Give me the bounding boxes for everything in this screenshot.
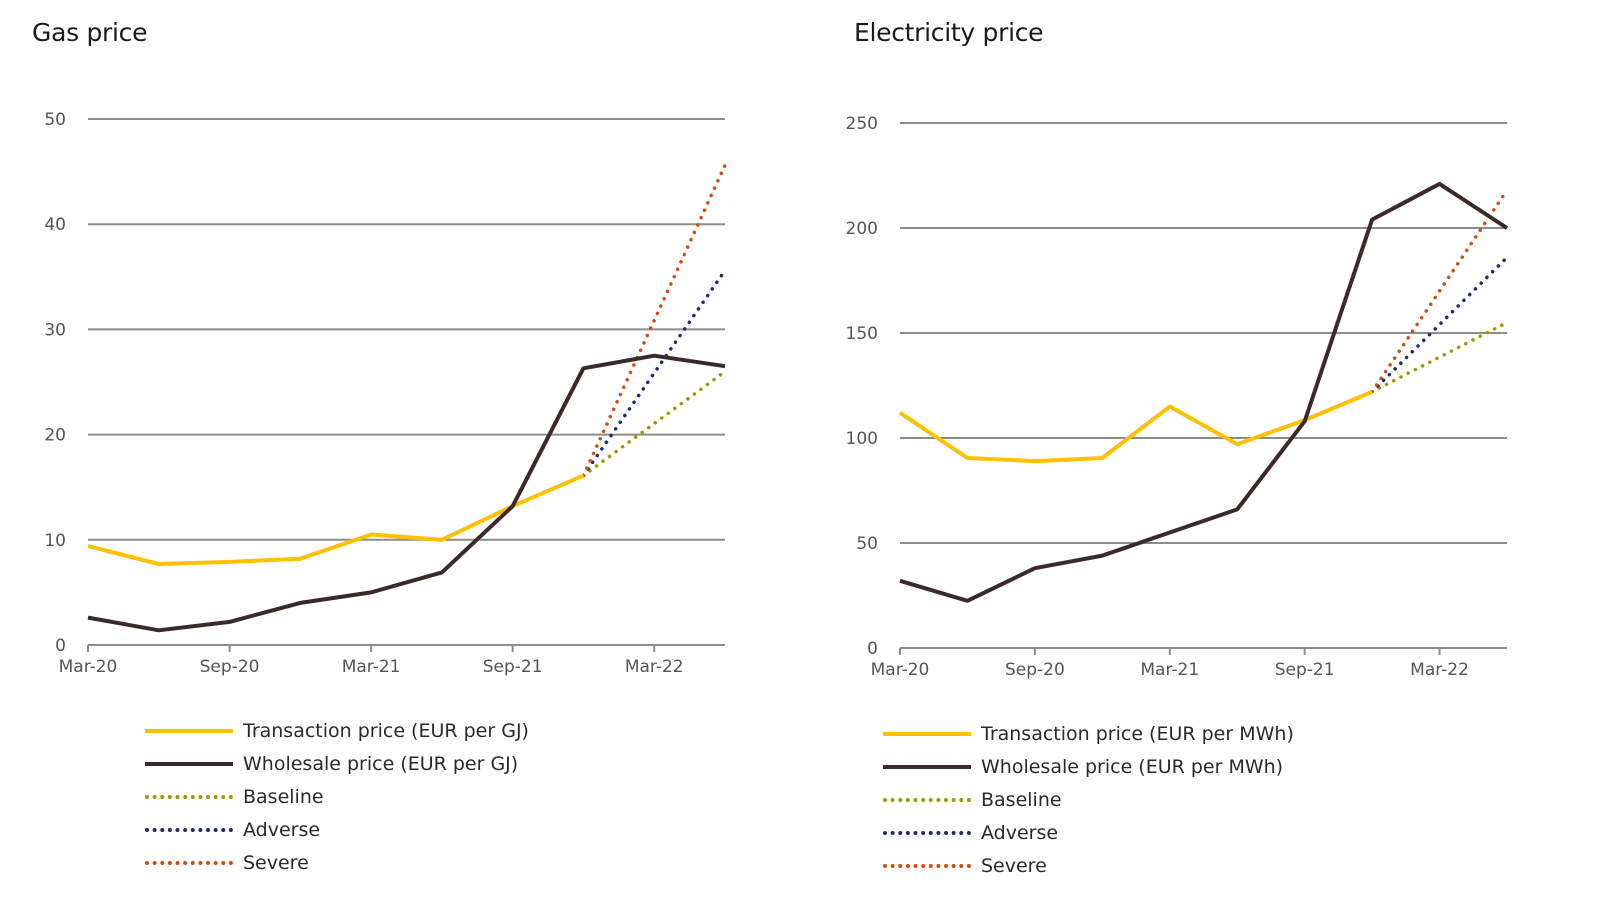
series-line-severe bbox=[1370, 188, 1509, 394]
y-tick-label: 100 bbox=[846, 429, 878, 449]
legend-item: Severe bbox=[145, 846, 529, 879]
y-tick-label: 250 bbox=[846, 114, 878, 134]
y-tick-label: 10 bbox=[44, 531, 66, 551]
legend-label: Wholesale price (EUR per GJ) bbox=[243, 752, 519, 775]
legend-item: Wholesale price (EUR per GJ) bbox=[145, 747, 529, 780]
legend-swatch bbox=[883, 764, 971, 769]
series-line-severe bbox=[581, 163, 727, 478]
electricity-price-chart: 0 50 100 150 200 250 Mar-20 Sep-20 Mar-21 Sep-21 M… bbox=[846, 114, 1509, 680]
legend-swatch bbox=[145, 860, 233, 865]
series-line-adverse bbox=[1370, 255, 1509, 394]
legend-item: Baseline bbox=[883, 783, 1294, 816]
legend-swatch bbox=[883, 830, 971, 835]
legend-swatch bbox=[883, 863, 971, 868]
legend-label: Severe bbox=[243, 851, 309, 874]
y-tick-label: 200 bbox=[846, 219, 878, 239]
legend-label: Adverse bbox=[981, 821, 1059, 844]
legend-swatch bbox=[145, 761, 233, 766]
x-tick-label: Sep-20 bbox=[1005, 660, 1065, 680]
legend-swatch bbox=[145, 827, 233, 832]
x-tick-label: Mar-21 bbox=[1140, 660, 1199, 680]
legend-item: Adverse bbox=[145, 813, 529, 846]
legend-label: Baseline bbox=[243, 785, 324, 808]
legend-item: Wholesale price (EUR per MWh) bbox=[883, 750, 1294, 783]
legend-label: Wholesale price (EUR per MWh) bbox=[981, 755, 1284, 778]
legend-label: Adverse bbox=[243, 818, 321, 841]
gas-chart-legend: Transaction price (EUR per GJ) Wholesale … bbox=[145, 714, 529, 879]
y-tick-label: 50 bbox=[856, 534, 878, 554]
y-tick-label: 0 bbox=[55, 636, 66, 656]
series-line-baseline bbox=[581, 369, 727, 478]
legend-swatch bbox=[145, 794, 233, 799]
series-line-wholesale-price bbox=[87, 353, 726, 633]
series-line-transaction-price bbox=[87, 473, 585, 566]
x-tick-label: Mar-20 bbox=[871, 660, 930, 680]
legend-item: Baseline bbox=[145, 780, 529, 813]
gas-price-chart: 0 10 20 30 40 50 Mar-20 Sep-20 Mar-21 Sep-21 Mar-2… bbox=[44, 110, 727, 677]
electricity-chart-title: Electricity price bbox=[854, 18, 1044, 47]
y-tick-label: 30 bbox=[44, 320, 66, 340]
gas-price-panel: Gas price 0 10 20 30 40 50 Mar-20 Sep-20 Mar-21 S… bbox=[32, 18, 727, 879]
legend-swatch bbox=[883, 797, 971, 802]
x-tick-label: Mar-20 bbox=[59, 657, 118, 677]
legend-item: Adverse bbox=[883, 816, 1294, 849]
electricity-price-panel: Electricity price 0 50 100 150 200 250 Mar-20 S… bbox=[800, 0, 1600, 916]
y-tick-label: 0 bbox=[867, 639, 878, 659]
series-line-transaction-price bbox=[898, 389, 1373, 464]
legend-item: Transaction price (EUR per MWh) bbox=[883, 717, 1294, 750]
legend-swatch bbox=[883, 731, 971, 736]
electricity-chart-legend: Transaction price (EUR per MWh) Wholesale… bbox=[883, 717, 1294, 882]
legend-label: Transaction price (EUR per GJ) bbox=[243, 719, 529, 742]
x-tick-label: Mar-22 bbox=[625, 657, 684, 677]
x-tick-label: Mar-22 bbox=[1410, 660, 1469, 680]
legend-item: Transaction price (EUR per GJ) bbox=[145, 714, 529, 747]
x-tick-label: Sep-20 bbox=[200, 657, 260, 677]
x-tick-label: Mar-21 bbox=[342, 657, 401, 677]
y-tick-label: 150 bbox=[846, 324, 878, 344]
x-tick-label: Sep-21 bbox=[1275, 660, 1335, 680]
legend-label: Baseline bbox=[981, 788, 1062, 811]
gas-chart-title: Gas price bbox=[32, 18, 148, 47]
y-tick-label: 40 bbox=[44, 215, 66, 235]
y-tick-label: 20 bbox=[44, 426, 66, 446]
series-line-adverse bbox=[581, 268, 727, 478]
series-line-wholesale-price bbox=[899, 181, 1509, 603]
x-tick-label: Sep-21 bbox=[483, 657, 543, 677]
series-line-baseline bbox=[1370, 320, 1509, 394]
legend-label: Transaction price (EUR per MWh) bbox=[981, 722, 1294, 745]
legend-item: Severe bbox=[883, 849, 1294, 882]
y-tick-label: 50 bbox=[44, 110, 66, 130]
legend-swatch bbox=[145, 728, 233, 733]
legend-label: Severe bbox=[981, 854, 1047, 877]
